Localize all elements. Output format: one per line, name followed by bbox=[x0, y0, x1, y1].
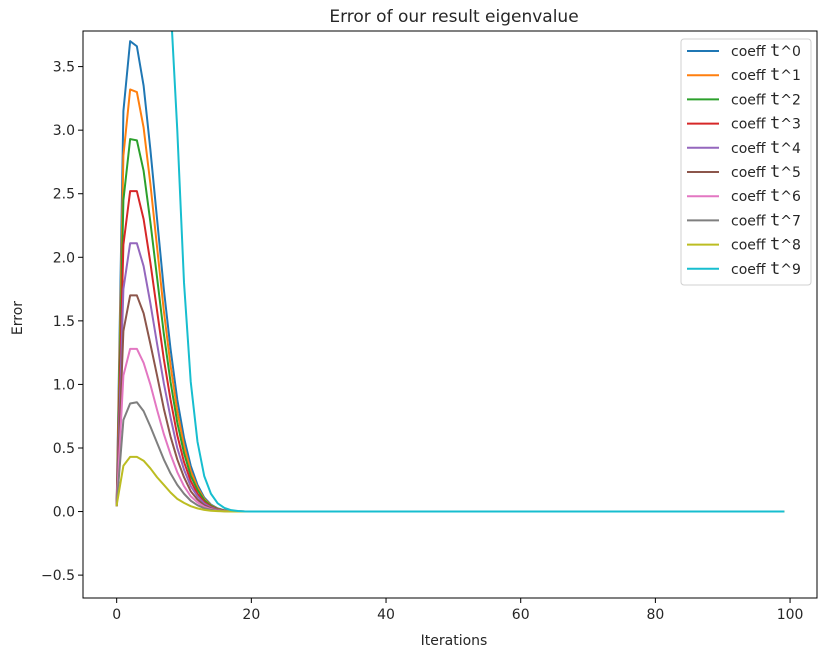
legend-item: coeff t^1 bbox=[687, 65, 801, 85]
y-tick-label: 3.0 bbox=[53, 123, 75, 139]
y-tick-label: 2.5 bbox=[53, 187, 75, 203]
legend-item: coeff t^9 bbox=[687, 259, 801, 279]
legend-label: coeff t^2 bbox=[731, 89, 801, 109]
series-layer bbox=[115, 31, 785, 513]
chart-title: Error of our result eigenvalue bbox=[329, 7, 578, 27]
legend-item: coeff t^3 bbox=[687, 114, 801, 134]
y-axis: −0.5 0.0 0.5 1.0 1.5 2.0 2.5 3.0 3.5 bbox=[41, 60, 83, 584]
legend-label: coeff t^9 bbox=[731, 259, 801, 279]
legend-label: coeff t^3 bbox=[731, 114, 801, 134]
legend: coeff t^0 coeff t^1 coeff t^2 coeff t^3 coef… bbox=[680, 38, 812, 286]
legend-item: coeff t^2 bbox=[687, 89, 801, 109]
series-line-t7 bbox=[115, 401, 785, 513]
y-tick-label: 3.5 bbox=[53, 60, 75, 76]
legend-item: coeff t^7 bbox=[687, 210, 801, 230]
x-tick-label: 20 bbox=[242, 607, 260, 623]
y-tick-label: 1.5 bbox=[53, 314, 75, 330]
y-tick-label: 1.0 bbox=[53, 377, 75, 393]
series-line-t9 bbox=[171, 31, 785, 513]
x-tick-label: 60 bbox=[512, 607, 530, 623]
plot-frame bbox=[82, 30, 818, 599]
legend-box bbox=[680, 38, 812, 286]
x-axis: 0 20 40 60 80 100 bbox=[112, 598, 803, 623]
legend-label: coeff t^5 bbox=[731, 162, 801, 182]
series-line-t5 bbox=[115, 294, 785, 513]
x-tick-label: 80 bbox=[646, 607, 664, 623]
legend-item: coeff t^4 bbox=[687, 138, 801, 158]
legend-label: coeff t^7 bbox=[731, 210, 801, 230]
legend-label: coeff t^0 bbox=[731, 41, 801, 61]
x-tick-label: 0 bbox=[112, 607, 121, 623]
y-tick-label: −0.5 bbox=[41, 568, 75, 584]
legend-label: coeff t^1 bbox=[731, 65, 801, 85]
legend-item: coeff t^6 bbox=[687, 186, 801, 206]
series-line-t6 bbox=[115, 347, 785, 513]
legend-item: coeff t^5 bbox=[687, 162, 801, 182]
x-axis-label: Iterations bbox=[421, 633, 488, 649]
x-tick-label: 40 bbox=[377, 607, 395, 623]
legend-label: coeff t^8 bbox=[731, 235, 801, 255]
legend-label: coeff t^6 bbox=[731, 186, 801, 206]
y-tick-label: 0.5 bbox=[53, 441, 75, 457]
y-tick-label: 2.0 bbox=[53, 250, 75, 266]
legend-item: coeff t^8 bbox=[687, 235, 801, 255]
y-axis-label: Error bbox=[10, 301, 26, 335]
y-tick-label: 0.0 bbox=[53, 505, 75, 521]
legend-item: coeff t^0 bbox=[687, 41, 801, 61]
x-tick-label: 100 bbox=[777, 607, 804, 623]
legend-label: coeff t^4 bbox=[731, 138, 801, 158]
